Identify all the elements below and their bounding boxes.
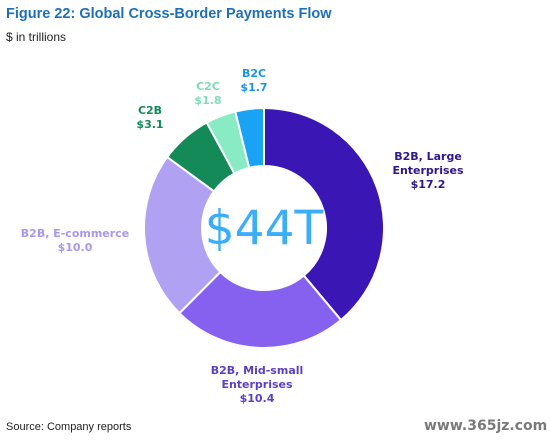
source-note: Source: Company reports [6, 421, 132, 433]
slice-label-b2b-large-enterprises: B2B, Large Enterprises $17.2 [392, 150, 464, 191]
slice-label-b2b-e-commerce: B2B, E-commerce $10.0 [21, 227, 129, 254]
slice-b2b-large-enterprises [263, 106, 385, 322]
slice-label-b2b-mid-small-enterprises: B2B, Mid-small Enterprises $10.4 [211, 364, 304, 405]
slice-label-c2b: C2B $3.1 [136, 104, 163, 131]
figure-title: Figure 22: Global Cross-Border Payments … [6, 6, 332, 22]
slice-b2b-mid-small-enterprises [178, 270, 343, 349]
slice-b2b-e-commerce [143, 155, 222, 315]
center-total-label: $44T [205, 201, 324, 256]
donut-labels: B2B, Large Enterprises $17.2 B2B, Mid-small… [21, 67, 464, 405]
donut-slices [143, 106, 385, 349]
slice-label-b2c: B2C $1.7 [240, 67, 267, 94]
figure-subtitle: $ in trillions [6, 30, 67, 44]
watermark: www.365jz.com [424, 418, 548, 434]
slice-label-c2c: C2C $1.8 [194, 80, 221, 107]
slice-b2c [234, 106, 265, 170]
